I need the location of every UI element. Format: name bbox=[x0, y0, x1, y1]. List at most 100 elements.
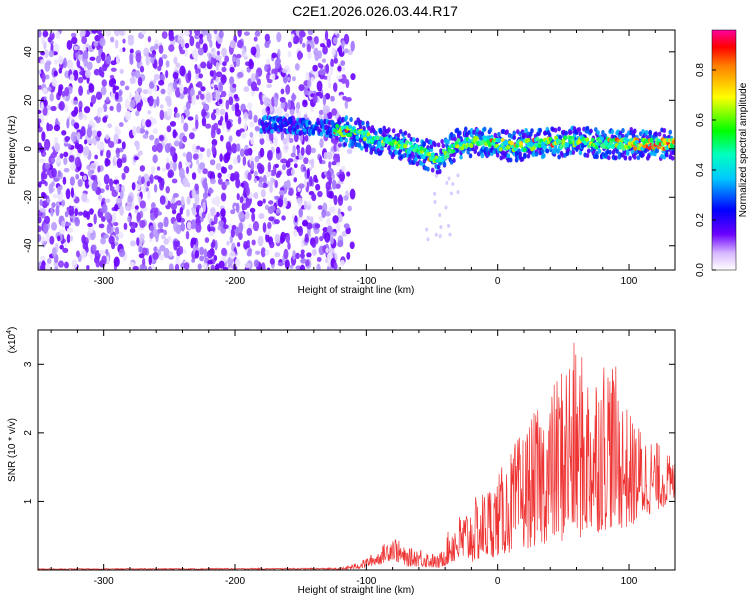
noise-blob bbox=[64, 241, 68, 248]
y-tick-label: 2 bbox=[23, 430, 34, 436]
noise-blob bbox=[145, 54, 150, 66]
noise-blob bbox=[50, 206, 54, 217]
noise-blob bbox=[191, 188, 196, 199]
noise-blob bbox=[83, 139, 88, 145]
noise-blob bbox=[40, 101, 44, 111]
noise-blob bbox=[237, 116, 242, 125]
noise-blob bbox=[329, 68, 333, 76]
noise-blob bbox=[170, 201, 178, 211]
noise-blob bbox=[195, 94, 200, 100]
noise-blob bbox=[292, 249, 296, 260]
noise-blob bbox=[205, 91, 211, 103]
noise-blob bbox=[312, 71, 318, 76]
noise-blob bbox=[139, 65, 145, 73]
noise-blob bbox=[128, 92, 133, 101]
noise-blob bbox=[163, 216, 169, 228]
noise-blob bbox=[253, 36, 258, 42]
signal-core-blob bbox=[671, 140, 675, 145]
snr-scale-exponent: 4 bbox=[6, 330, 13, 334]
noise-blob bbox=[195, 41, 201, 49]
noise-blob bbox=[64, 136, 71, 141]
noise-blob bbox=[105, 184, 110, 191]
noise-blob bbox=[156, 166, 161, 171]
signal-blob bbox=[512, 135, 517, 141]
noise-blob bbox=[327, 73, 331, 83]
noise-blob bbox=[160, 88, 166, 95]
noise-blob bbox=[299, 264, 306, 270]
noise-blob bbox=[168, 35, 175, 42]
noise-blob bbox=[152, 78, 157, 85]
noise-blob bbox=[244, 211, 250, 220]
noise-blob bbox=[284, 113, 290, 118]
noise-blob bbox=[190, 239, 194, 249]
signal-blob bbox=[458, 130, 462, 136]
signal-blob bbox=[453, 136, 457, 142]
noise-blob bbox=[333, 153, 340, 163]
noise-blob bbox=[159, 180, 164, 191]
signal-core-blob bbox=[368, 135, 373, 140]
noise-blob bbox=[45, 140, 50, 150]
tail-blob bbox=[426, 237, 430, 242]
noise-blob bbox=[142, 89, 149, 95]
signal-blob bbox=[585, 153, 590, 159]
noise-blob bbox=[95, 55, 102, 64]
signal-blob bbox=[594, 127, 598, 133]
noise-blob bbox=[163, 238, 169, 245]
signal-core-blob bbox=[599, 136, 604, 141]
noise-blob bbox=[159, 244, 166, 252]
noise-blob bbox=[98, 194, 102, 201]
signal-blob bbox=[636, 155, 641, 161]
noise-blob bbox=[283, 248, 289, 260]
signal-blob bbox=[505, 129, 509, 135]
noise-blob bbox=[236, 154, 241, 164]
noise-blob bbox=[254, 125, 260, 132]
noise-blob bbox=[287, 41, 292, 48]
signal-blob bbox=[270, 129, 274, 135]
noise-blob bbox=[137, 150, 143, 156]
noise-blob bbox=[274, 233, 281, 244]
noise-blob bbox=[61, 220, 66, 228]
noise-blob bbox=[258, 213, 265, 220]
noise-blob bbox=[247, 172, 252, 181]
noise-blob bbox=[123, 166, 130, 174]
noise-blob bbox=[250, 137, 255, 145]
signal-blob bbox=[411, 137, 416, 143]
noise-blob bbox=[201, 108, 206, 118]
noise-blob bbox=[86, 164, 91, 170]
svg-text:(x104): (x104) bbox=[6, 327, 18, 354]
noise-blob bbox=[87, 222, 93, 227]
noise-blob bbox=[268, 216, 275, 222]
noise-blob bbox=[228, 96, 234, 106]
noise-blob bbox=[319, 138, 324, 148]
noise-blob bbox=[321, 209, 326, 219]
noise-blob bbox=[134, 156, 139, 161]
signal-blob bbox=[387, 127, 391, 133]
tail-blob bbox=[434, 232, 438, 237]
noise-blob bbox=[120, 157, 127, 164]
noise-blob bbox=[299, 252, 305, 259]
noise-blob bbox=[164, 95, 172, 103]
noise-blob bbox=[192, 202, 197, 209]
noise-blob bbox=[105, 30, 112, 37]
signal-blob bbox=[633, 128, 637, 134]
noise-blob bbox=[112, 211, 117, 223]
snr-scale-prefix: (x10 bbox=[7, 333, 18, 353]
noise-blob bbox=[274, 251, 281, 258]
noise-blob bbox=[98, 223, 105, 229]
signal-core-blob bbox=[506, 145, 511, 150]
noise-blob bbox=[215, 162, 222, 171]
noise-blob bbox=[269, 177, 274, 187]
noise-blob bbox=[163, 247, 170, 259]
signal-blob bbox=[629, 127, 634, 133]
signal-blob bbox=[422, 141, 427, 147]
noise-blob bbox=[324, 210, 331, 217]
noise-blob bbox=[199, 33, 204, 40]
noise-blob bbox=[288, 187, 294, 196]
noise-blob bbox=[295, 191, 301, 197]
noise-blob bbox=[341, 40, 346, 47]
noise-blob bbox=[318, 109, 325, 115]
noise-blob bbox=[65, 222, 72, 227]
noise-blob bbox=[276, 106, 283, 117]
noise-blob bbox=[289, 264, 294, 270]
noise-blob bbox=[169, 121, 177, 127]
